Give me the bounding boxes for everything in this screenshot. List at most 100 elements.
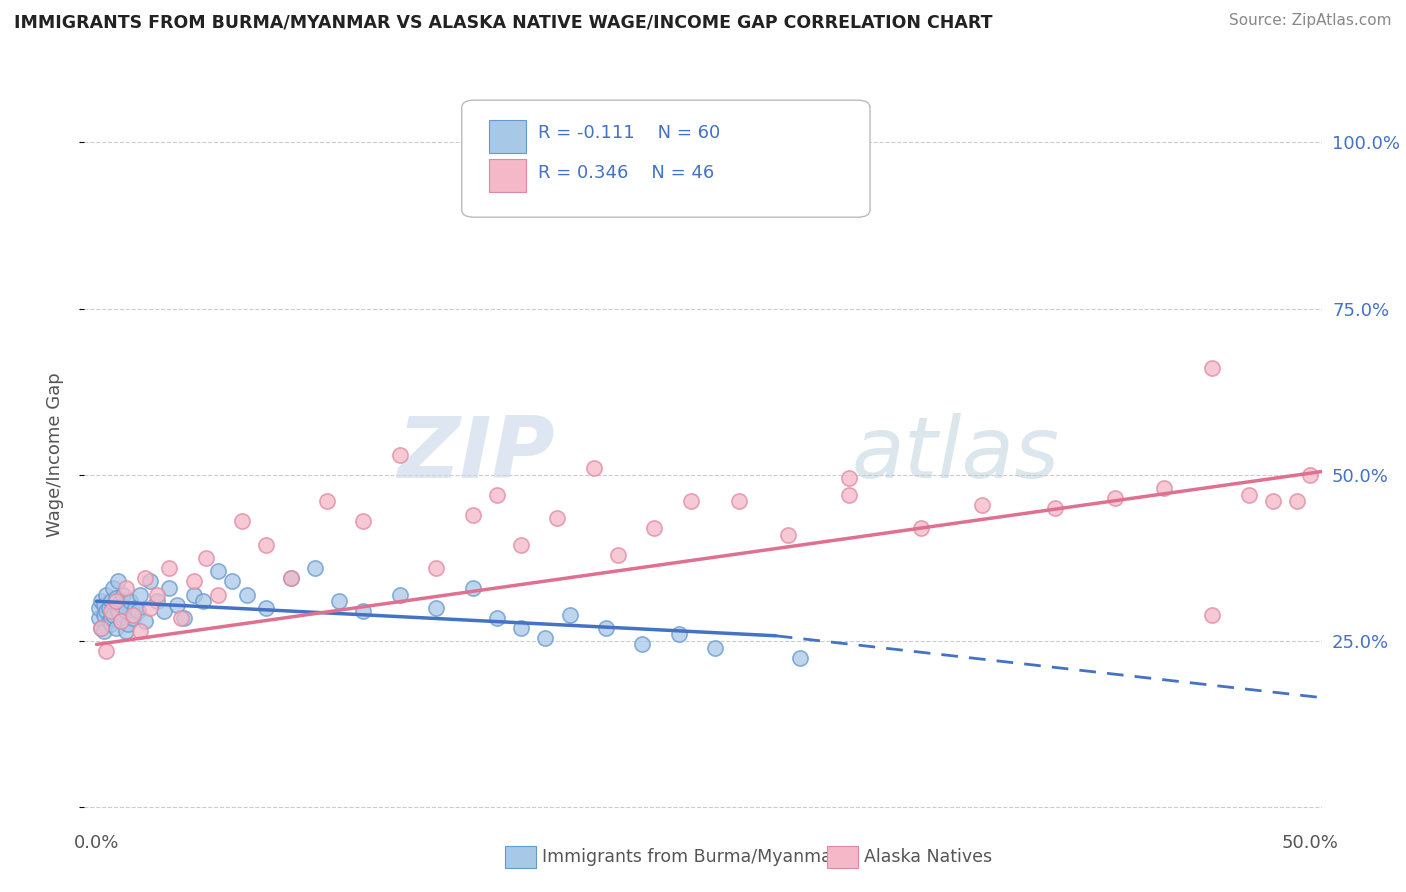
Text: ZIP: ZIP — [396, 413, 554, 497]
Point — [110, 598, 132, 612]
Point — [1237, 488, 1260, 502]
Point — [110, 614, 132, 628]
Point — [107, 574, 129, 589]
Point — [207, 588, 229, 602]
Point — [104, 591, 127, 605]
Point — [114, 604, 136, 618]
Point — [558, 607, 581, 622]
Point — [352, 604, 374, 618]
Point — [90, 594, 112, 608]
Point — [93, 607, 115, 622]
Point — [134, 571, 156, 585]
Text: IMMIGRANTS FROM BURMA/MYANMAR VS ALASKA NATIVE WAGE/INCOME GAP CORRELATION CHART: IMMIGRANTS FROM BURMA/MYANMAR VS ALASKA … — [14, 13, 993, 31]
Point — [582, 461, 605, 475]
Point — [100, 617, 122, 632]
Point — [388, 588, 411, 602]
Point — [1201, 361, 1223, 376]
Y-axis label: Wage/Income Gap: Wage/Income Gap — [45, 373, 63, 537]
Point — [304, 561, 326, 575]
Point — [146, 588, 169, 602]
Point — [173, 611, 195, 625]
Point — [280, 571, 302, 585]
Point — [90, 621, 112, 635]
Point — [139, 600, 162, 615]
Point — [838, 471, 860, 485]
Point — [231, 515, 253, 529]
Point — [117, 617, 139, 632]
Point — [668, 627, 690, 641]
Point — [221, 574, 243, 589]
Point — [352, 515, 374, 529]
Point — [104, 594, 127, 608]
Point — [461, 508, 484, 522]
Point — [643, 521, 665, 535]
Point — [103, 581, 125, 595]
Point — [425, 600, 447, 615]
Point — [183, 574, 205, 589]
Point — [134, 614, 156, 628]
Point — [510, 621, 533, 635]
Point — [776, 527, 799, 541]
Text: Source: ZipAtlas.com: Source: ZipAtlas.com — [1229, 13, 1392, 29]
Point — [93, 598, 115, 612]
Point — [970, 498, 993, 512]
Point — [236, 588, 259, 602]
Point — [96, 644, 118, 658]
Point — [461, 581, 484, 595]
Point — [87, 600, 110, 615]
Point — [129, 624, 152, 639]
Point — [254, 600, 277, 615]
Text: Alaska Natives: Alaska Natives — [863, 848, 993, 866]
Point — [1286, 494, 1309, 508]
Point — [485, 611, 508, 625]
Point — [207, 564, 229, 578]
Point — [1153, 481, 1175, 495]
Point — [546, 511, 568, 525]
Point — [254, 538, 277, 552]
Point — [1201, 607, 1223, 622]
Point — [316, 494, 339, 508]
Point — [146, 594, 169, 608]
Point — [104, 621, 127, 635]
Point — [193, 594, 215, 608]
Point — [100, 594, 122, 608]
Bar — [827, 847, 858, 868]
Bar — [505, 847, 536, 868]
Point — [87, 611, 110, 625]
Point — [103, 607, 125, 622]
Point — [93, 624, 115, 639]
Point — [838, 488, 860, 502]
Point — [595, 621, 617, 635]
Point — [114, 624, 136, 639]
Text: R = 0.346    N = 46: R = 0.346 N = 46 — [538, 164, 714, 182]
Point — [534, 631, 557, 645]
Point — [97, 614, 120, 628]
FancyBboxPatch shape — [461, 100, 870, 218]
Point — [485, 488, 508, 502]
Point — [910, 521, 932, 535]
Bar — [489, 120, 526, 153]
Point — [631, 637, 654, 651]
Point — [114, 581, 136, 595]
Point — [124, 600, 146, 615]
Point — [122, 611, 145, 625]
Point — [107, 604, 129, 618]
Text: R = -0.111    N = 60: R = -0.111 N = 60 — [538, 124, 721, 142]
Point — [97, 600, 120, 615]
Point — [157, 581, 180, 595]
Point — [110, 614, 132, 628]
Point — [153, 604, 176, 618]
Point — [1043, 501, 1066, 516]
Point — [789, 650, 811, 665]
Bar — [489, 159, 526, 192]
Point — [704, 640, 727, 655]
Point — [100, 604, 122, 618]
Point — [328, 594, 350, 608]
Point — [425, 561, 447, 575]
Point — [510, 538, 533, 552]
Point — [112, 588, 135, 602]
Point — [280, 571, 302, 585]
Point — [679, 494, 702, 508]
Point — [100, 611, 122, 625]
Point — [139, 574, 162, 589]
